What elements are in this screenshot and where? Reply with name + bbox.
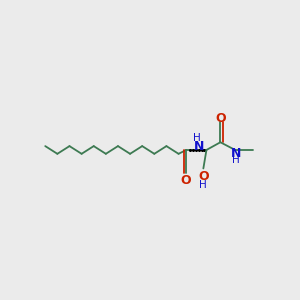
Text: H: H [193, 134, 200, 143]
Text: H: H [200, 180, 207, 190]
Text: N: N [194, 140, 204, 153]
Text: H: H [232, 155, 240, 165]
Text: O: O [215, 112, 226, 125]
Text: O: O [198, 170, 209, 183]
Text: O: O [180, 174, 191, 187]
Text: N: N [231, 146, 241, 160]
